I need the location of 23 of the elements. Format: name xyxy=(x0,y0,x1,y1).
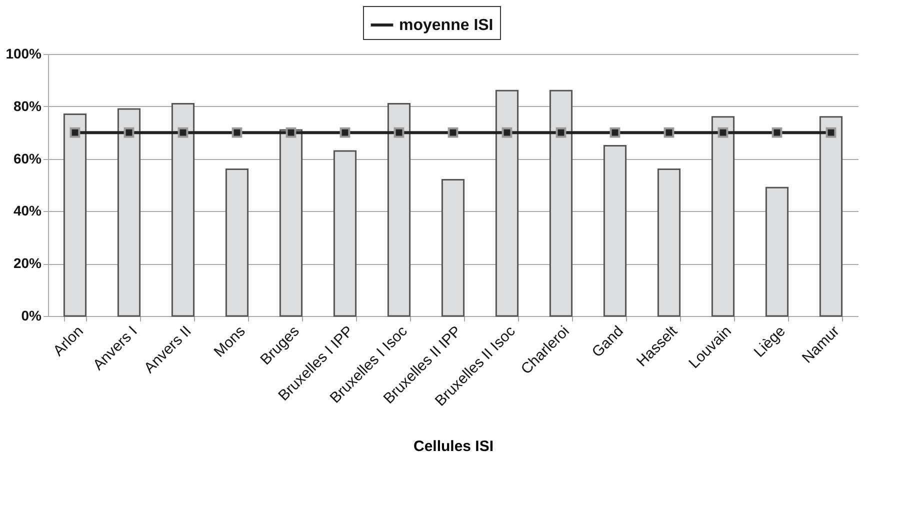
y-tick-label: 40% xyxy=(13,202,42,219)
y-tick-label: 100% xyxy=(6,46,42,62)
bar xyxy=(711,116,735,317)
bar xyxy=(117,108,141,317)
bar xyxy=(495,90,519,317)
bar xyxy=(657,168,681,317)
y-tick-label: 20% xyxy=(13,255,42,272)
bar xyxy=(765,186,789,317)
bar xyxy=(279,129,303,317)
bar xyxy=(387,103,411,317)
legend-label: moyenne ISI xyxy=(399,17,494,34)
bar xyxy=(63,114,87,317)
bar xyxy=(441,179,465,317)
bar xyxy=(333,150,357,317)
y-tick-label: 0% xyxy=(21,308,42,324)
y-tick-label: 60% xyxy=(13,150,42,166)
bar xyxy=(819,116,843,317)
bar xyxy=(225,168,249,317)
y-tick-label: 80% xyxy=(13,98,42,114)
bar xyxy=(171,103,195,317)
x-axis-title: Cellules ISI xyxy=(413,438,494,455)
bar xyxy=(549,90,573,317)
bar xyxy=(603,144,627,317)
